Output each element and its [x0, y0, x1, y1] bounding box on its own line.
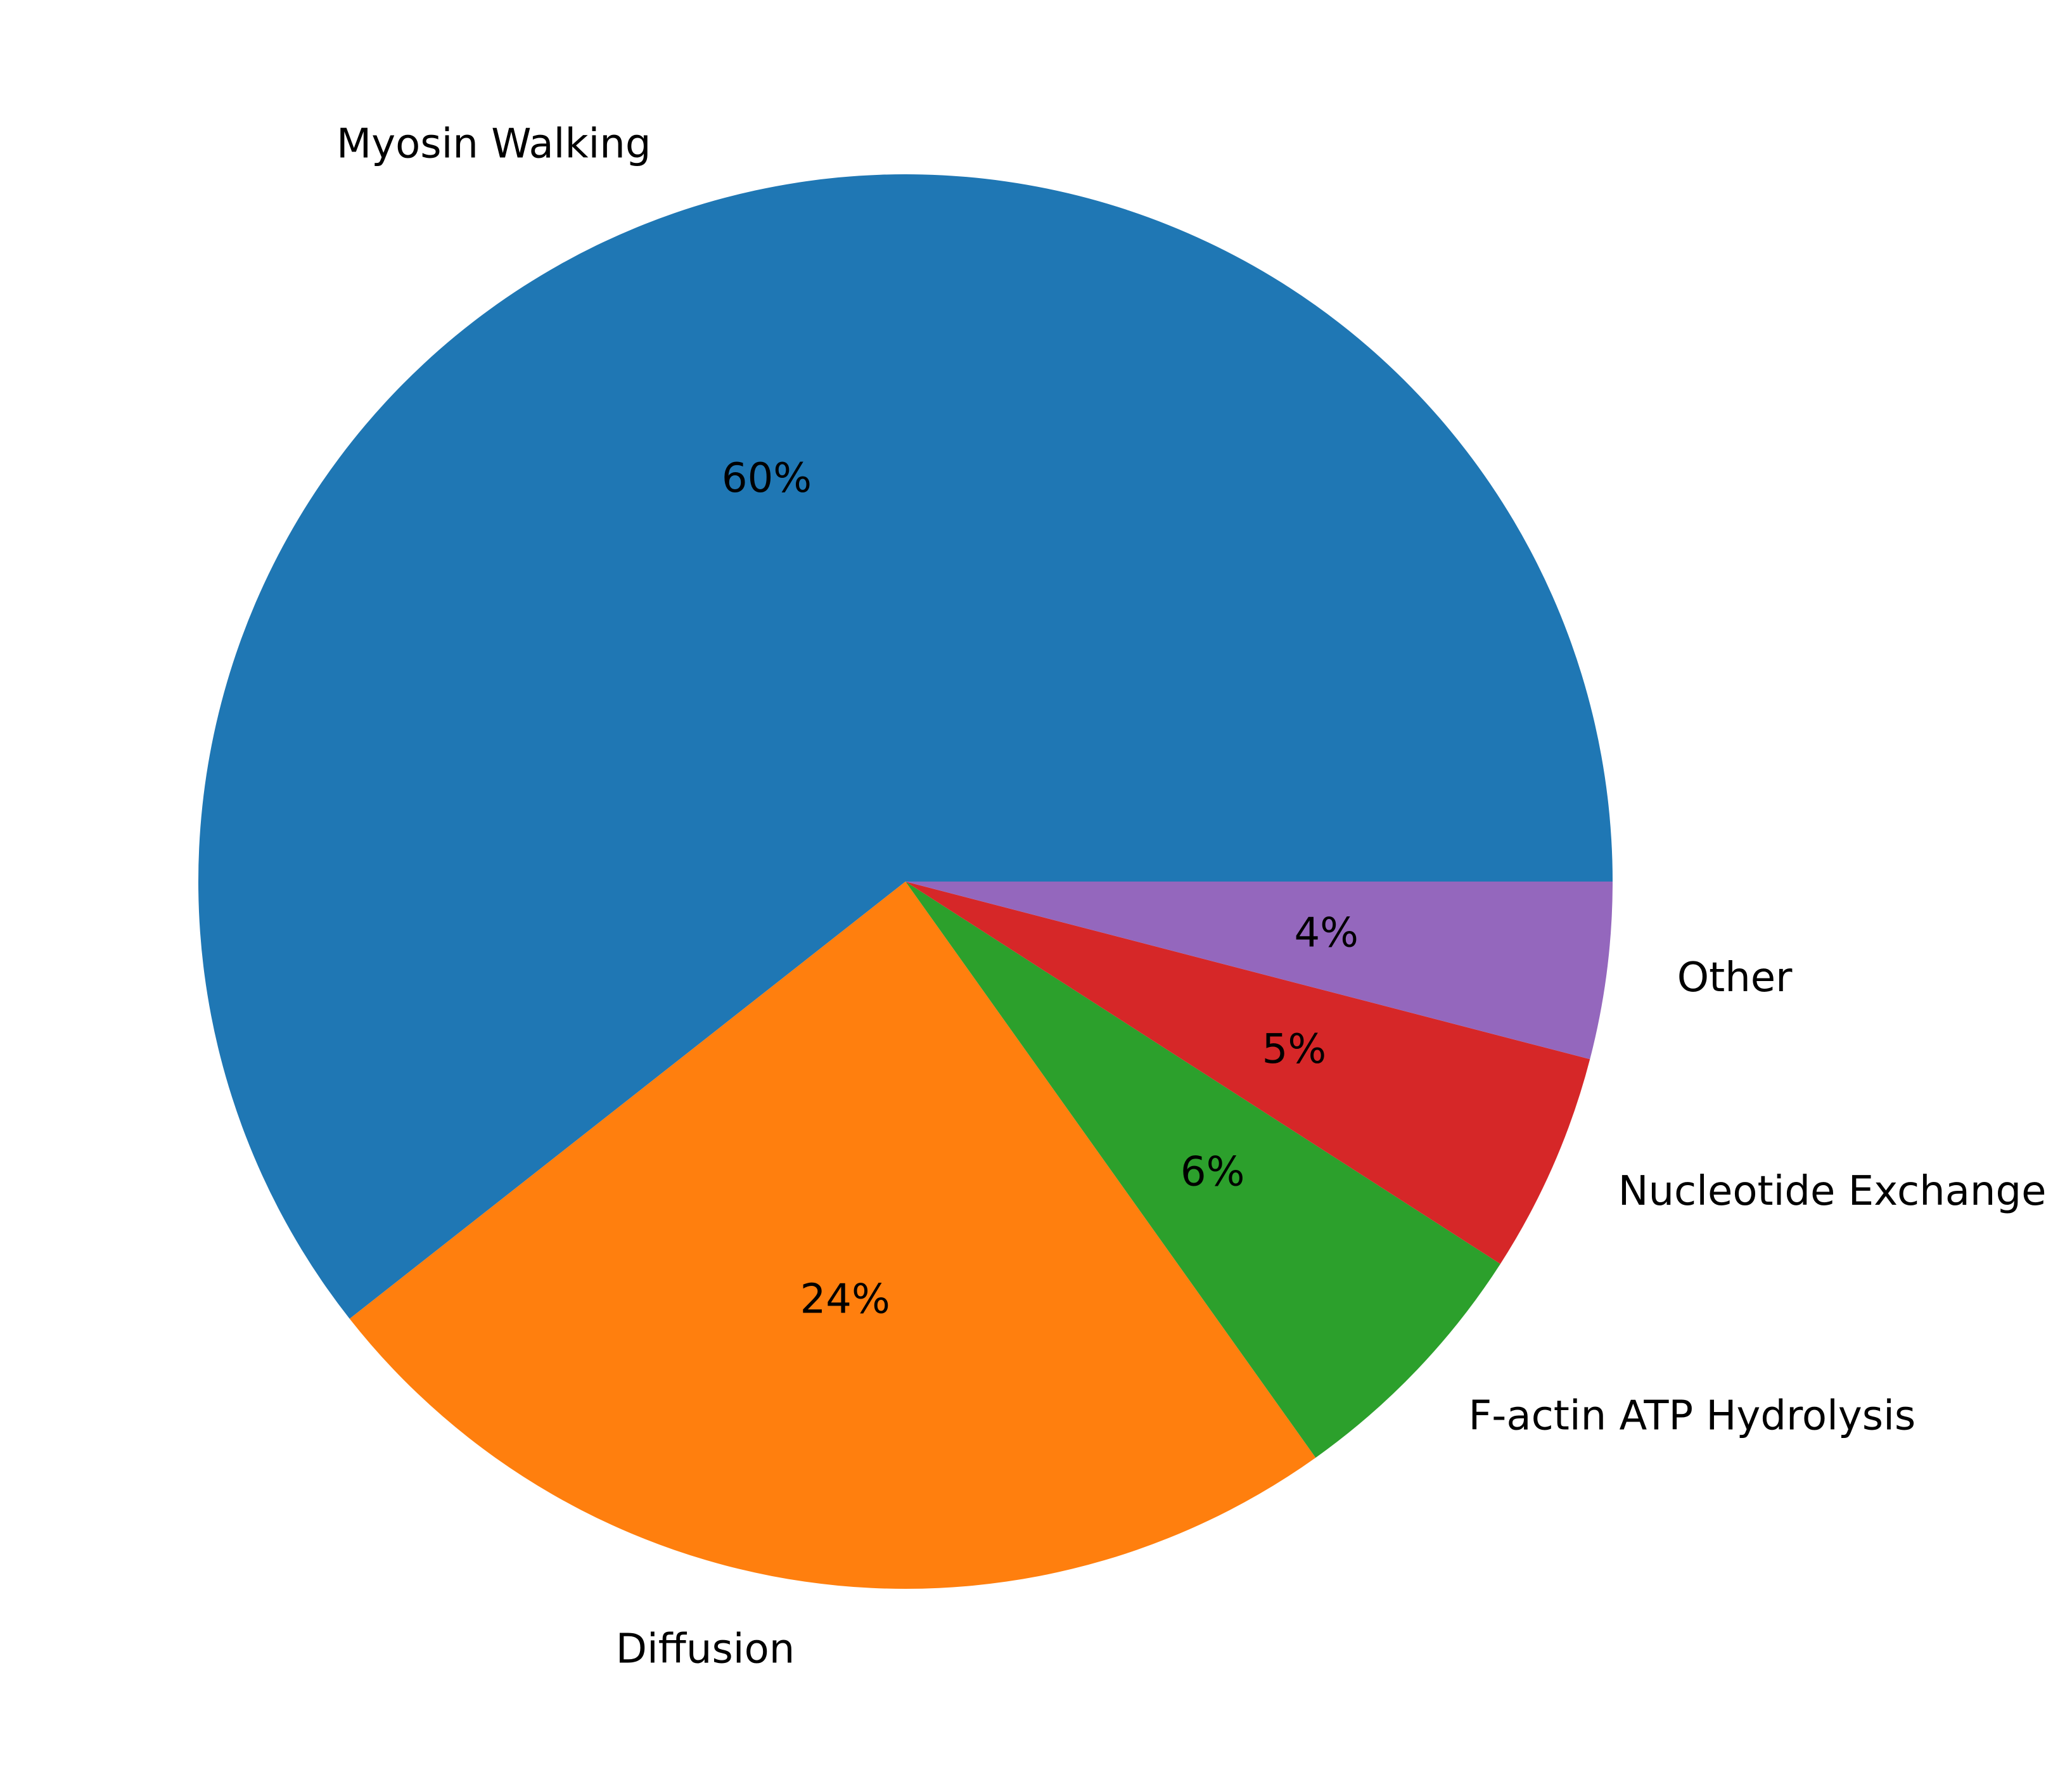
pie-slice [905, 882, 1590, 1264]
slice-label: Nucleotide Exchange [1618, 1168, 2047, 1215]
slice-label: F-actin ATP Hydrolysis [1468, 1393, 1915, 1440]
percent-label: 60% [722, 455, 812, 502]
slice-label: Diffusion [616, 1626, 795, 1673]
percent-label: 4% [1294, 909, 1359, 956]
percent-label: 24% [800, 1276, 890, 1323]
pie-slice [905, 882, 1613, 1060]
percent-label: 6% [1180, 1149, 1245, 1196]
slice-label: Other [1677, 954, 1793, 1001]
pie-slice [198, 174, 1613, 1319]
pie-slice [349, 882, 1316, 1589]
pie-slice [905, 882, 1500, 1458]
slice-label: Myosin Walking [336, 120, 651, 167]
percent-label: 5% [1262, 1026, 1327, 1073]
